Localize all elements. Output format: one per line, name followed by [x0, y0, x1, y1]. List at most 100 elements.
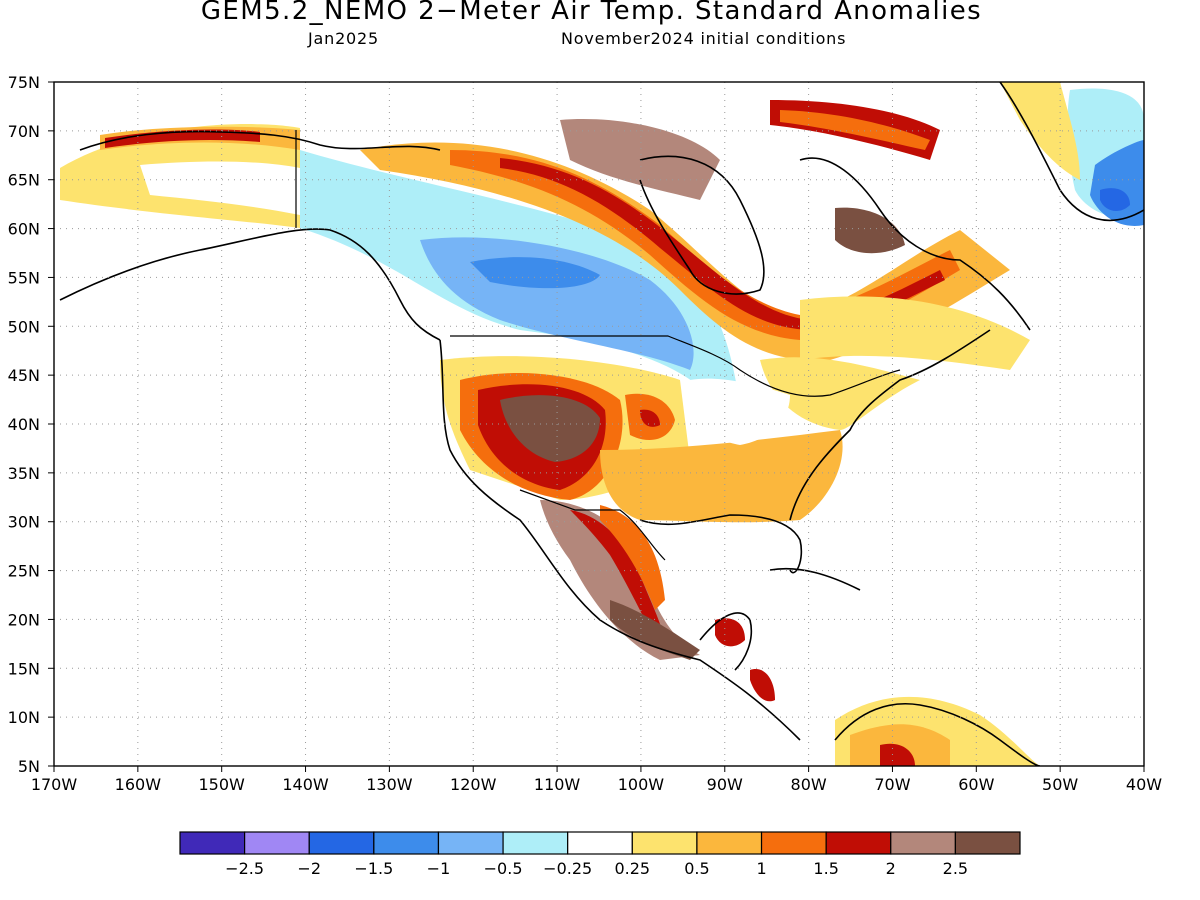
anomaly-alaska-neutral	[140, 161, 300, 215]
anomaly-arctic-orange	[780, 110, 930, 150]
lon-label: 80W	[791, 775, 827, 794]
lat-label: 35N	[8, 464, 40, 483]
anomaly-field	[60, 82, 1144, 766]
map-title: GEM5.2_NEMO 2−Meter Air Temp. Standard A…	[200, 0, 983, 26]
latitude-labels: 75N 70N 65N 60N 55N 50N 45N 40N 35N 30N 25N 20N 15N 1…	[8, 73, 54, 776]
border-us-canada	[450, 335, 901, 397]
colorbar-swatch	[631, 831, 698, 855]
colorbar-label: 2.5	[943, 859, 968, 878]
colorbar-swatch	[244, 831, 310, 855]
coast-gulf	[639, 514, 803, 574]
anomaly-south-us-orange	[600, 430, 843, 523]
colorbar-swatch	[825, 831, 892, 855]
valid-month-label: Jan2025	[308, 29, 379, 48]
anomaly-mexico-orange	[600, 505, 665, 610]
colorbar-label: −0.5	[484, 859, 523, 878]
lat-label: 70N	[8, 122, 40, 141]
coast-hudson-bay	[639, 155, 765, 295]
anomaly-mexico-red	[570, 510, 665, 640]
lat-label: 75N	[8, 73, 40, 92]
colorbar-label: −1	[427, 859, 451, 878]
coast-yucatan	[699, 612, 753, 671]
anomaly-south-america-red	[880, 743, 915, 766]
anomaly-great-lakes-neutral	[690, 378, 790, 445]
anomaly-plains-red	[640, 409, 660, 427]
colorbar-swatch	[696, 831, 763, 855]
anomaly-quebec-warm	[800, 296, 1030, 370]
anomaly-mexico-brown	[540, 500, 700, 660]
gridlines	[54, 82, 1144, 766]
lon-label: 60W	[958, 775, 994, 794]
colorbar-swatch	[437, 831, 504, 855]
lon-label: 90W	[707, 775, 743, 794]
anomaly-canada-orange-arc	[450, 150, 960, 340]
border-us-mexico	[519, 489, 666, 561]
anomaly-greenland-dark	[1100, 188, 1130, 212]
colorbar-swatch	[179, 831, 246, 855]
colorbar-label: 1	[756, 859, 766, 878]
colorbar	[179, 831, 1021, 855]
anomaly-mexico-dark-brown	[610, 600, 700, 660]
anomaly-yucatan-red	[715, 618, 745, 647]
lon-label: 100W	[618, 775, 665, 794]
colorbar-label: 0.5	[684, 859, 709, 878]
lat-label: 65N	[8, 171, 40, 190]
lon-label: 150W	[199, 775, 246, 794]
coast-cuba	[769, 567, 861, 591]
anomaly-central-america-red	[750, 669, 775, 702]
longitude-labels: 170W 160W 150W 140W 130W 120W 110W 100W 90W 80W 70…	[31, 766, 1162, 794]
colorbar-swatch	[373, 831, 440, 855]
init-conditions-label: November2024 initial conditions	[561, 29, 847, 48]
political-borders	[295, 130, 901, 561]
colorbar-swatch	[308, 831, 375, 855]
colorbar-label: 1.5	[813, 859, 838, 878]
anomaly-labrador-brown	[835, 207, 905, 254]
lon-label: 70W	[874, 775, 910, 794]
lat-label: 20N	[8, 610, 40, 629]
colorbar-label: −2	[297, 859, 321, 878]
colorbar-labels: −2.5 −2 −1.5 −1 −0.5 −0.25 0.25 0.5 1 1.5 2 2.5	[225, 859, 968, 878]
coast-west-us	[439, 339, 801, 741]
colorbar-label: −0.25	[543, 859, 592, 878]
lon-label: 170W	[31, 775, 78, 794]
coast-arctic-alaska	[79, 130, 441, 151]
anomaly-south-america-orange	[850, 724, 950, 766]
colorbar-label: 2	[886, 859, 896, 878]
lon-label: 130W	[366, 775, 413, 794]
colorbar-label: 0.25	[614, 859, 650, 878]
lon-label: 160W	[115, 775, 162, 794]
colorbar-label: −2.5	[225, 859, 264, 878]
colorbar-label: −1.5	[354, 859, 393, 878]
colorbar-swatch	[567, 831, 633, 855]
colorbar-swatch	[760, 831, 827, 855]
coast-alaska	[59, 228, 441, 341]
anomaly-east-us-yellow	[760, 357, 920, 430]
colorbar-swatch	[954, 831, 1021, 855]
lat-label: 10N	[8, 708, 40, 727]
coast-labrador	[799, 157, 1031, 331]
lat-label: 30N	[8, 513, 40, 532]
colorbar-swatch	[502, 831, 569, 855]
lon-label: 140W	[282, 775, 329, 794]
anomaly-west-us-brown	[500, 395, 600, 462]
lon-label: 40W	[1126, 775, 1162, 794]
lat-label: 55N	[8, 268, 40, 287]
lat-label: 40N	[8, 415, 40, 434]
coast-greenland	[999, 82, 1144, 222]
anomaly-canada-cool-strong	[470, 257, 600, 289]
anomaly-canada-red-arc	[500, 158, 945, 330]
lon-label: 50W	[1042, 775, 1078, 794]
coast-south-america	[834, 702, 1041, 766]
lat-label: 45N	[8, 366, 40, 385]
colorbar-swatch	[890, 831, 956, 855]
lat-label: 60N	[8, 220, 40, 239]
lat-label: 5N	[18, 757, 40, 776]
lon-label: 120W	[450, 775, 497, 794]
lat-label: 15N	[8, 659, 40, 678]
lat-label: 25N	[8, 562, 40, 581]
lat-label: 50N	[8, 317, 40, 336]
lon-label: 110W	[534, 775, 581, 794]
coast-east-us	[789, 329, 991, 521]
coastlines	[59, 82, 1144, 766]
